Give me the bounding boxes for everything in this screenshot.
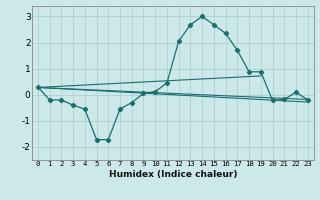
X-axis label: Humidex (Indice chaleur): Humidex (Indice chaleur): [108, 170, 237, 179]
